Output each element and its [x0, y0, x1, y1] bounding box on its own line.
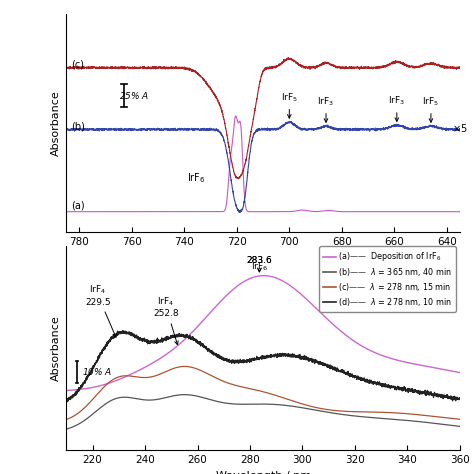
Text: IrF$_3$: IrF$_3$ [318, 96, 335, 122]
Text: IrF$_3$: IrF$_3$ [388, 95, 405, 121]
Text: 283.6: 283.6 [246, 256, 272, 272]
Text: (c): (c) [72, 59, 84, 69]
Text: IrF$_4$
229.5: IrF$_4$ 229.5 [85, 283, 116, 337]
Text: (a): (a) [72, 201, 85, 210]
Text: IrF$_6$: IrF$_6$ [187, 171, 205, 185]
Text: (b): (b) [72, 121, 85, 131]
X-axis label: Wavelength / nm: Wavelength / nm [216, 471, 310, 474]
Text: 283.6: 283.6 [246, 256, 272, 265]
Text: $\times$5: $\times$5 [452, 122, 467, 134]
Text: 10% $A$: 10% $A$ [82, 366, 112, 377]
Legend: (a)——  Deposition of IrF$_6$, (b)——  $\lambda$ = 365 nm, 40 min, (c)——  $\lambda: (a)—— Deposition of IrF$_6$, (b)—— $\lam… [319, 246, 456, 312]
Text: IrF$_5$: IrF$_5$ [422, 96, 439, 122]
Y-axis label: Absorbance: Absorbance [51, 316, 61, 381]
Text: IrF$_6$: IrF$_6$ [251, 261, 268, 273]
Text: IrF$_4$
252.8: IrF$_4$ 252.8 [153, 295, 179, 345]
Y-axis label: Absorbance: Absorbance [51, 91, 61, 156]
Text: IrF$_5$: IrF$_5$ [281, 91, 298, 118]
X-axis label: Wavenumber / cm$^{-1}$: Wavenumber / cm$^{-1}$ [205, 253, 321, 270]
Text: 25% $A$: 25% $A$ [119, 90, 149, 101]
